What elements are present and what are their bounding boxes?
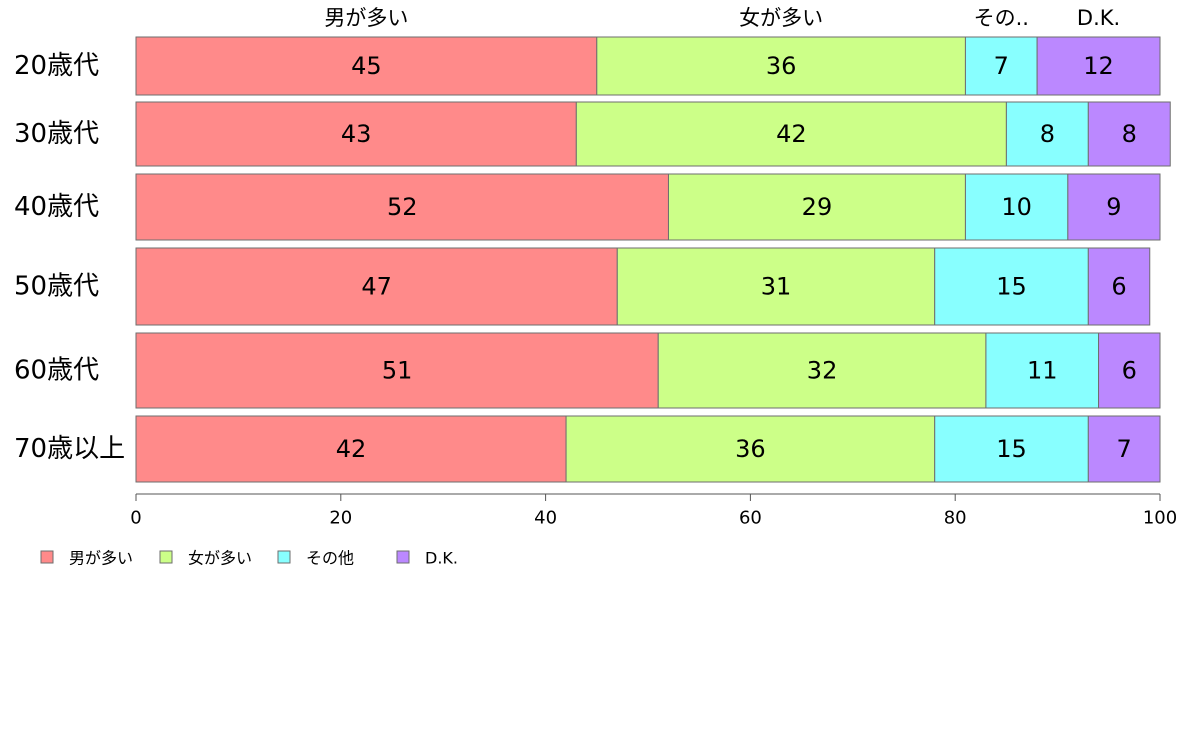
legend-swatch (40, 550, 54, 564)
bar-segment (1087, 247, 1151, 326)
x-tick-label: 60 (739, 508, 762, 529)
data-label: 12 (1083, 52, 1114, 80)
data-label: 15 (996, 273, 1027, 301)
data-label: 42 (776, 120, 807, 148)
bar-segment (565, 415, 936, 483)
data-label: 6 (1122, 357, 1137, 385)
data-label: 8 (1040, 120, 1055, 148)
bar-segment (575, 101, 1007, 167)
x-axis: 0 20 40 60 80 100 (130, 493, 1177, 529)
data-label: 11 (1027, 357, 1058, 385)
legend-label: 女が多い (188, 549, 252, 568)
row-label: 20歳代 (14, 51, 99, 81)
x-tick-label: 0 (130, 508, 141, 529)
bar-segment (1067, 173, 1161, 241)
bar-rows: 20歳代 45 36 7 12 30歳代 43 42 8 8 40歳代 52 29 10 9 50歳代 47 31… (14, 36, 1171, 483)
x-tick-label: 100 (1143, 508, 1177, 529)
bar-segment (934, 247, 1089, 326)
column-header: 男が多い (324, 6, 408, 30)
bar-segment (1005, 101, 1089, 167)
data-label: 7 (1117, 435, 1132, 463)
bar-segment (596, 36, 966, 96)
data-label: 10 (1001, 193, 1032, 221)
data-label: 36 (735, 435, 766, 463)
bar-segment (135, 173, 669, 241)
bar-segment (616, 247, 936, 326)
bar-segment (964, 36, 1038, 96)
bar-segment (657, 332, 987, 409)
column-header: その.. (974, 6, 1029, 30)
bar-segment (1087, 101, 1171, 167)
data-label: 8 (1122, 120, 1137, 148)
data-label: 52 (387, 193, 418, 221)
bar-segment (135, 415, 567, 483)
bar-segment (1087, 415, 1161, 483)
data-label: 47 (361, 273, 392, 301)
data-label: 7 (994, 52, 1009, 80)
row-label: 60歳代 (14, 356, 99, 386)
legend-label: 男が多い (69, 549, 133, 568)
column-headers: 男が多い 女が多い その.. D.K. (324, 6, 1120, 30)
data-label: 45 (351, 52, 382, 80)
bar-segment (667, 173, 966, 241)
column-header: 女が多い (739, 6, 823, 30)
data-label: 15 (996, 435, 1027, 463)
data-label: 9 (1106, 193, 1121, 221)
data-label: 29 (802, 193, 833, 221)
row-label: 40歳代 (14, 192, 99, 222)
data-label: 6 (1111, 273, 1126, 301)
data-label: 31 (761, 273, 792, 301)
bar-segment (135, 36, 598, 96)
x-tick-label: 40 (534, 508, 557, 529)
data-label: 51 (382, 357, 413, 385)
bar-segment (934, 415, 1089, 483)
bar-segment (135, 332, 659, 409)
data-label: 32 (807, 357, 838, 385)
legend-label: D.K. (425, 549, 458, 568)
x-tick-label: 80 (944, 508, 967, 529)
legend-swatch (396, 550, 410, 564)
legend: 男が多い 女が多い その他 D.K. (40, 549, 458, 568)
legend-swatch (277, 550, 291, 564)
x-tick-label: 20 (329, 508, 352, 529)
column-header: D.K. (1077, 6, 1120, 30)
bar-segment (135, 101, 577, 167)
data-label: 42 (336, 435, 367, 463)
row-label: 70歳以上 (14, 434, 125, 464)
row-label: 30歳代 (14, 119, 99, 149)
legend-swatch (159, 550, 173, 564)
bar-segment (1036, 36, 1161, 96)
data-label: 36 (766, 52, 797, 80)
bar-segment (1098, 332, 1161, 409)
bar-segment (985, 332, 1100, 409)
legend-label: その他 (306, 549, 354, 568)
data-label: 43 (341, 120, 372, 148)
bar-segment (135, 247, 618, 326)
row-label: 50歳代 (14, 272, 99, 302)
